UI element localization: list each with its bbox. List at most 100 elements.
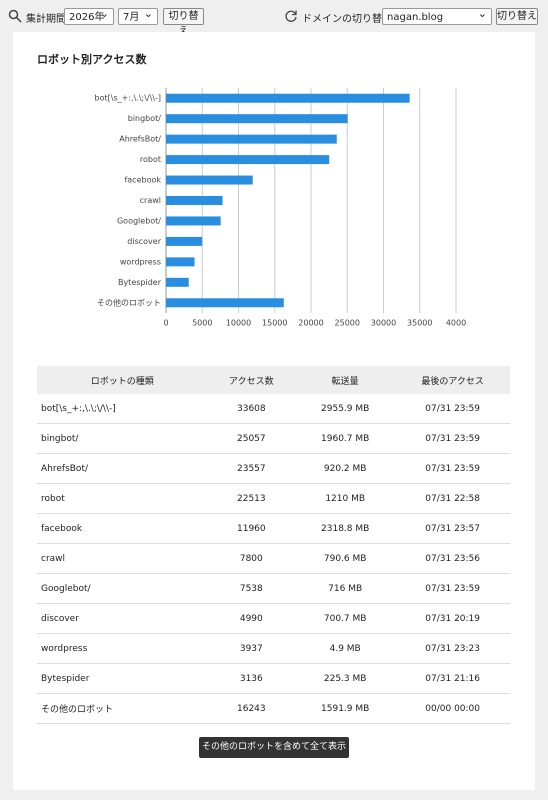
table-cell: 07/31 23:23 xyxy=(395,633,510,664)
table-cell: 7800 xyxy=(207,543,296,574)
table-header: 最後のアクセス xyxy=(395,366,510,394)
table-cell: 11960 xyxy=(207,513,296,544)
table-cell: 07/31 23:59 xyxy=(395,453,510,484)
table-cell: 225.3 MB xyxy=(295,663,396,694)
show-all-button[interactable]: その他のロボットを含めて全て表示 xyxy=(199,737,349,758)
table-cell: robot xyxy=(37,483,208,514)
table-cell: 07/31 21:16 xyxy=(395,663,510,694)
bar xyxy=(166,298,284,308)
table-cell: 1210 MB xyxy=(295,483,396,514)
table-row: wordpress 3937 4.9 MB 07/31 23:23 xyxy=(37,633,510,664)
table-cell: 33608 xyxy=(207,394,296,424)
bar xyxy=(166,196,223,205)
table-cell: 07/31 22:58 xyxy=(395,483,510,514)
bar xyxy=(166,114,348,124)
x-tick-label: 5000 xyxy=(192,319,212,328)
bar xyxy=(166,93,410,103)
period-label: 集計期間 xyxy=(26,14,66,25)
table-cell: 07/31 23:59 xyxy=(395,394,510,424)
x-tick-label: 0 xyxy=(163,319,168,328)
bar xyxy=(166,277,189,287)
table-cell: 7538 xyxy=(207,573,296,604)
y-tick-label: discover xyxy=(127,237,161,246)
domain-select[interactable]: nagan.blog xyxy=(382,5,492,25)
year-select[interactable]: 2026年 xyxy=(64,5,114,25)
table-row: Bytespider 3136 225.3 MB 07/31 21:16 xyxy=(37,663,510,694)
table-cell: その他のロボット xyxy=(37,693,208,724)
table-row: discover 4990 700.7 MB 07/31 20:19 xyxy=(37,603,510,634)
month-select[interactable]: 7月 xyxy=(118,5,158,25)
y-tick-label: crawl xyxy=(140,196,161,205)
table-row: Googlebot/7538 716 MB 07/31 23:59 xyxy=(37,573,510,604)
bar xyxy=(166,134,337,144)
table-cell: facebook xyxy=(37,513,208,544)
table-cell: 920.2 MB xyxy=(295,453,396,484)
x-tick-label: 10000 xyxy=(226,319,251,328)
table-cell: 716 MB xyxy=(295,573,396,604)
table-cell: Bytespider xyxy=(37,663,208,694)
refresh-icon xyxy=(285,10,297,22)
table-row: その他のロボット 16243 1591.9 MB 00/00 00:00 xyxy=(37,693,510,724)
table-cell: crawl xyxy=(37,543,208,574)
table: ロボットの種類 アクセス数 転送量 最後のアクセス bot[\s_+:,\.\;\/\\… xyxy=(37,366,510,724)
table-cell: 2955.9 MB xyxy=(295,394,396,424)
search-icon xyxy=(8,9,22,23)
domain-label: ドメインの切り替え xyxy=(302,14,392,25)
switch-button[interactable]: 切り替え xyxy=(163,8,204,37)
bar xyxy=(166,257,195,267)
table-header: アクセス数 xyxy=(207,366,296,394)
table-cell: 07/31 23:57 xyxy=(395,513,510,544)
table-cell: 07/31 20:19 xyxy=(395,603,510,634)
table-cell: AhrefsBot/ xyxy=(37,453,208,484)
table-cell: 23557 xyxy=(207,453,296,484)
table-header: ロボットの種類 xyxy=(37,366,208,394)
table-cell: 1960.7 MB xyxy=(295,423,396,454)
table-cell: 3136 xyxy=(207,663,296,694)
y-tick-label: Googlebot/ xyxy=(117,216,161,225)
x-tick-label: 4000 xyxy=(446,319,466,328)
y-tick-label: wordpress xyxy=(120,257,161,266)
domain-button[interactable]: 切り替え xyxy=(496,8,538,25)
x-tick-label: 15000 xyxy=(262,319,287,328)
x-tick-label: 30000 xyxy=(371,319,396,328)
table-cell: discover xyxy=(37,603,208,634)
table-cell: 3937 xyxy=(207,633,296,664)
x-tick-label: 25000 xyxy=(335,319,360,328)
table-row: crawl 7800 790.6 MB 07/31 23:56 xyxy=(37,543,510,574)
table-cell: 00/00 00:00 xyxy=(395,693,510,724)
table-header: 転送量 xyxy=(295,366,396,394)
table-row: bot[\s_+:,\.\;\/\\-] 33608 2955.9 MB 07/31 … xyxy=(37,394,510,424)
table-row: bingbot/25057 1960.7 MB 07/31 23:59 xyxy=(37,423,510,454)
y-tick-label: robot xyxy=(140,155,161,164)
y-tick-label: その他のロボット xyxy=(97,297,161,307)
table-cell: Googlebot/ xyxy=(37,573,208,604)
y-tick-label: facebook xyxy=(124,176,161,185)
bar xyxy=(166,236,203,246)
bar xyxy=(166,216,221,226)
table-row: AhrefsBot/23557 920.2 MB 07/31 23:59 xyxy=(37,453,510,484)
bar xyxy=(166,155,330,165)
y-tick-label: bingbot/ xyxy=(128,114,162,123)
table-row: facebook 11960 2318.8 MB 07/31 23:57 xyxy=(37,513,510,544)
y-tick-label: Bytespider xyxy=(118,278,162,287)
table-cell: 22513 xyxy=(207,483,296,514)
table-cell: 07/31 23:59 xyxy=(395,423,510,454)
table-cell: 4990 xyxy=(207,603,296,634)
table-cell: 2318.8 MB xyxy=(295,513,396,544)
table-cell: 4.9 MB xyxy=(295,633,396,664)
y-tick-label: bot[\s_+:,\.\;\/\\-] xyxy=(95,94,161,103)
table-cell: 16243 xyxy=(207,693,296,724)
bar xyxy=(166,175,253,185)
table-cell: 25057 xyxy=(207,423,296,454)
table-cell: 1591.9 MB xyxy=(295,693,396,724)
x-tick-label: 20000 xyxy=(298,319,323,328)
table-cell: 790.6 MB xyxy=(295,543,396,574)
x-tick-label: 35000 xyxy=(407,319,432,328)
chart-title: ロボット別アクセス数 xyxy=(37,53,147,66)
chart: 0 5000 10000 15000 20000 25000 30000 35000 4000 b… xyxy=(95,88,466,328)
table-cell: 07/31 23:59 xyxy=(395,573,510,604)
table-cell: wordpress xyxy=(37,633,208,664)
table-row: robot 22513 1210 MB 07/31 22:58 xyxy=(37,483,510,514)
y-tick-label: AhrefsBot/ xyxy=(119,135,161,144)
